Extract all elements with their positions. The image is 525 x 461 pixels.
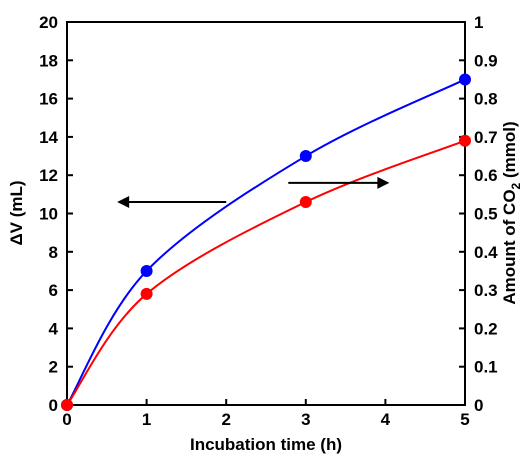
left-y-tick-label: 4 [49,319,59,338]
left-y-tick-label: 14 [39,128,58,147]
right-y-tick-label: 0.8 [474,90,498,109]
series-2-point [140,287,153,300]
right-axis-title: Amount of CO2 (mmol) [500,121,523,304]
x-tick-label: 5 [460,410,469,429]
ticks: 0 1 2 3 4 50246810121416182000.10.20.30.40.50… [39,13,498,429]
right-axis-title-subscript: 2 [509,182,523,189]
right-y-tick-label: 0 [474,396,483,415]
left-y-tick-label: 0 [49,396,58,415]
left-y-tick-label: 2 [49,358,58,377]
right-y-tick-label: 1 [474,13,483,32]
x-tick-label: 1 [142,410,151,429]
right-arrow-head [377,176,390,189]
right-axis-title-prefix: Amount of CO [500,189,519,304]
plot-frame [66,21,466,406]
series-curves [66,78,466,406]
right-y-tick-label: 0.2 [474,319,498,338]
right-y-tick-label: 0.6 [474,166,498,185]
left-arrow-head [117,196,130,209]
series-1-point [140,264,153,277]
right-y-tick-label: 0.1 [474,358,498,377]
left-y-tick-label: 8 [49,243,58,262]
series-2-line [66,139,466,406]
left-y-tick-label: 18 [39,51,58,70]
x-tick-label: 3 [301,410,310,429]
right-axis-title-suffix: (mmol) [500,121,519,182]
series-1-point [459,73,471,86]
right-y-tick-label: 0.7 [474,128,498,147]
right-y-tick-label: 0.3 [474,281,498,300]
left-y-tick-label: 16 [39,90,58,109]
series-1-point [299,150,312,163]
right-y-tick-label: 0.5 [474,205,498,224]
axis-arrows [117,176,390,209]
series-2-point [459,134,471,147]
series-1-line [66,78,466,406]
right-y-tick-label: 0.9 [474,51,498,70]
x-axis-title: Incubation time (h) [190,435,342,454]
right-y-tick-label: 0.4 [474,243,498,262]
x-tick-label: 0 [62,410,71,429]
left-y-tick-label: 12 [39,166,58,185]
series-2-point [61,399,73,411]
left-y-tick-label: 6 [49,281,58,300]
left-axis-title: ΔV (mL) [7,180,26,245]
series-points [61,73,471,411]
left-y-tick-label: 10 [39,205,58,224]
left-y-tick-label: 20 [39,13,58,32]
x-tick-label: 2 [221,410,230,429]
x-tick-label: 4 [381,410,391,429]
series-2-point [299,196,312,209]
